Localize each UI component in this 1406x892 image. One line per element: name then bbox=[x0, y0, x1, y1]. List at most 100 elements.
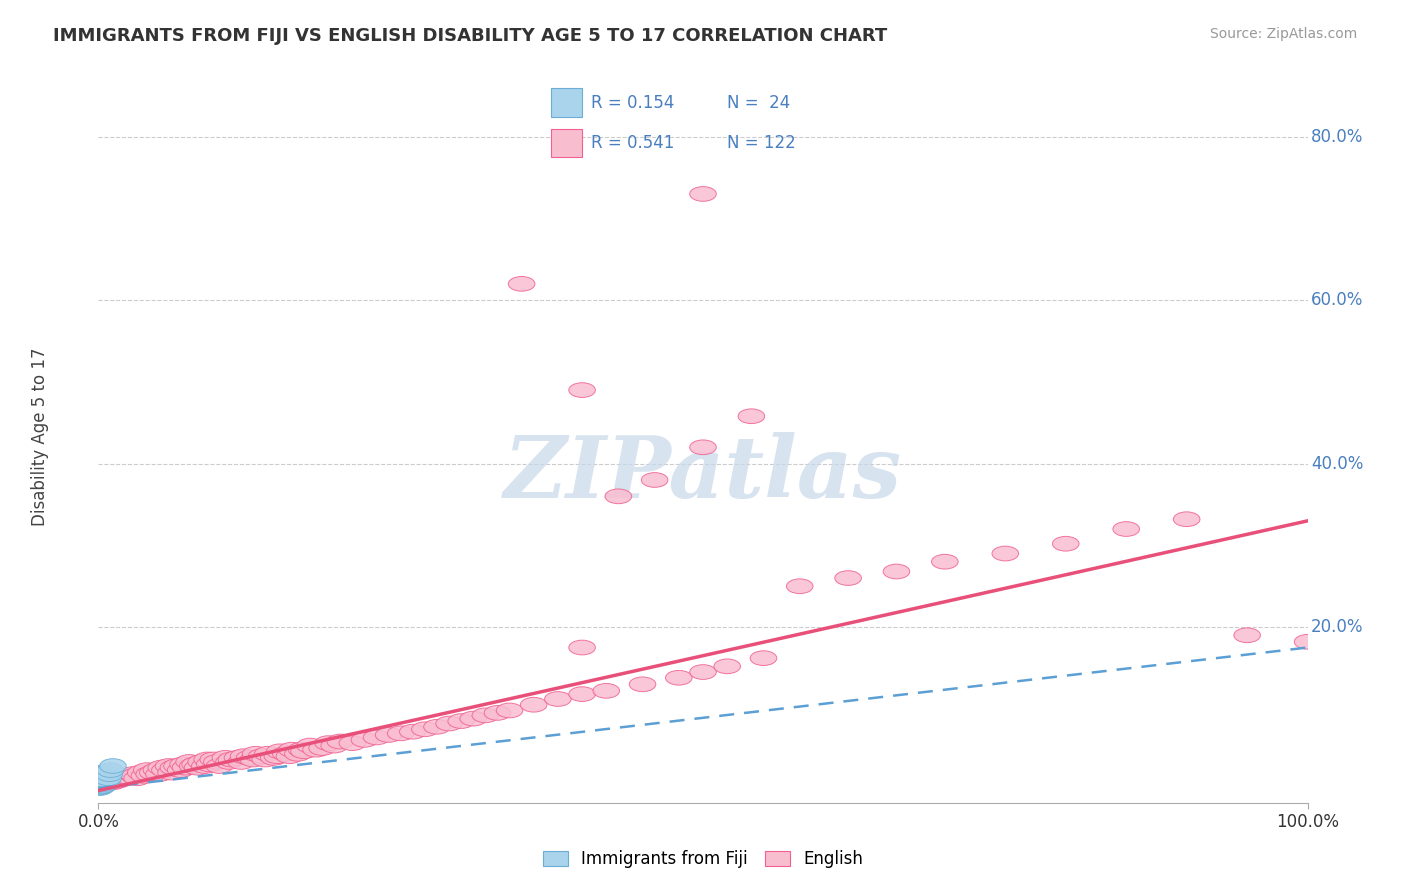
Ellipse shape bbox=[288, 742, 315, 757]
Ellipse shape bbox=[228, 755, 254, 769]
Ellipse shape bbox=[1234, 628, 1260, 642]
Ellipse shape bbox=[89, 775, 115, 789]
Ellipse shape bbox=[883, 564, 910, 579]
Ellipse shape bbox=[569, 640, 595, 655]
Ellipse shape bbox=[207, 759, 232, 773]
Ellipse shape bbox=[1295, 634, 1320, 649]
Ellipse shape bbox=[87, 777, 114, 791]
Ellipse shape bbox=[200, 752, 226, 767]
Ellipse shape bbox=[309, 740, 336, 756]
Text: 40.0%: 40.0% bbox=[1312, 455, 1364, 473]
Ellipse shape bbox=[91, 777, 118, 791]
Ellipse shape bbox=[111, 769, 138, 783]
Ellipse shape bbox=[136, 767, 163, 781]
Ellipse shape bbox=[690, 186, 716, 202]
Ellipse shape bbox=[267, 744, 292, 759]
Ellipse shape bbox=[236, 750, 263, 765]
Ellipse shape bbox=[90, 775, 117, 789]
Ellipse shape bbox=[1114, 522, 1139, 536]
Ellipse shape bbox=[197, 757, 224, 772]
Ellipse shape bbox=[104, 773, 131, 789]
Ellipse shape bbox=[94, 771, 121, 786]
Ellipse shape bbox=[128, 765, 155, 780]
Ellipse shape bbox=[181, 757, 208, 772]
Ellipse shape bbox=[131, 769, 157, 783]
Ellipse shape bbox=[240, 752, 267, 767]
Ellipse shape bbox=[90, 779, 117, 793]
Ellipse shape bbox=[569, 687, 595, 701]
Ellipse shape bbox=[278, 742, 305, 757]
Ellipse shape bbox=[276, 749, 302, 764]
Ellipse shape bbox=[90, 767, 117, 781]
Ellipse shape bbox=[254, 747, 281, 761]
Ellipse shape bbox=[264, 749, 291, 764]
Ellipse shape bbox=[86, 780, 112, 796]
Text: N =  24: N = 24 bbox=[727, 95, 790, 112]
Ellipse shape bbox=[120, 767, 146, 781]
Ellipse shape bbox=[218, 752, 245, 767]
Ellipse shape bbox=[835, 571, 862, 585]
Ellipse shape bbox=[273, 747, 299, 761]
Ellipse shape bbox=[520, 698, 547, 712]
Ellipse shape bbox=[90, 773, 117, 789]
Ellipse shape bbox=[786, 579, 813, 593]
Ellipse shape bbox=[472, 708, 499, 723]
Ellipse shape bbox=[204, 755, 231, 769]
Ellipse shape bbox=[484, 706, 510, 720]
Text: IMMIGRANTS FROM FIJI VS ENGLISH DISABILITY AGE 5 TO 17 CORRELATION CHART: IMMIGRANTS FROM FIJI VS ENGLISH DISABILI… bbox=[53, 27, 887, 45]
Ellipse shape bbox=[297, 739, 323, 753]
Ellipse shape bbox=[91, 777, 118, 791]
Ellipse shape bbox=[97, 773, 124, 789]
Ellipse shape bbox=[321, 739, 347, 753]
Ellipse shape bbox=[436, 716, 463, 731]
Text: Disability Age 5 to 17: Disability Age 5 to 17 bbox=[31, 348, 49, 526]
Ellipse shape bbox=[260, 750, 287, 765]
Ellipse shape bbox=[932, 554, 957, 569]
Ellipse shape bbox=[94, 776, 120, 790]
Ellipse shape bbox=[121, 769, 148, 783]
Ellipse shape bbox=[172, 760, 198, 775]
Ellipse shape bbox=[86, 779, 112, 793]
Ellipse shape bbox=[231, 749, 257, 764]
Ellipse shape bbox=[139, 765, 166, 780]
Ellipse shape bbox=[284, 747, 311, 761]
Ellipse shape bbox=[242, 747, 269, 761]
Ellipse shape bbox=[160, 760, 187, 775]
Ellipse shape bbox=[544, 691, 571, 706]
Ellipse shape bbox=[191, 759, 218, 773]
Ellipse shape bbox=[94, 773, 120, 789]
Ellipse shape bbox=[86, 779, 112, 794]
Ellipse shape bbox=[184, 760, 211, 775]
Ellipse shape bbox=[212, 750, 239, 765]
Ellipse shape bbox=[97, 763, 124, 778]
Ellipse shape bbox=[170, 757, 197, 772]
Ellipse shape bbox=[496, 703, 523, 718]
Ellipse shape bbox=[96, 767, 122, 781]
Ellipse shape bbox=[252, 752, 278, 767]
Ellipse shape bbox=[148, 760, 174, 775]
Ellipse shape bbox=[93, 769, 120, 783]
Ellipse shape bbox=[163, 759, 190, 773]
Ellipse shape bbox=[1174, 512, 1199, 526]
Ellipse shape bbox=[152, 763, 179, 778]
Ellipse shape bbox=[605, 489, 631, 504]
Text: 80.0%: 80.0% bbox=[1312, 128, 1364, 145]
Bar bbox=[551, 88, 582, 117]
Ellipse shape bbox=[87, 780, 114, 795]
Ellipse shape bbox=[167, 763, 194, 778]
Ellipse shape bbox=[388, 726, 413, 740]
Text: ZIPatlas: ZIPatlas bbox=[503, 432, 903, 516]
Ellipse shape bbox=[93, 775, 120, 789]
Ellipse shape bbox=[100, 759, 127, 773]
Text: 20.0%: 20.0% bbox=[1312, 618, 1364, 636]
Ellipse shape bbox=[176, 755, 202, 769]
Ellipse shape bbox=[134, 763, 160, 778]
Ellipse shape bbox=[124, 771, 150, 786]
Ellipse shape bbox=[593, 683, 620, 698]
Ellipse shape bbox=[375, 728, 402, 742]
Text: Source: ZipAtlas.com: Source: ZipAtlas.com bbox=[1209, 27, 1357, 41]
Legend: Immigrants from Fiji, English: Immigrants from Fiji, English bbox=[537, 844, 869, 875]
Ellipse shape bbox=[1053, 536, 1078, 551]
Ellipse shape bbox=[100, 775, 127, 789]
Ellipse shape bbox=[87, 772, 114, 787]
